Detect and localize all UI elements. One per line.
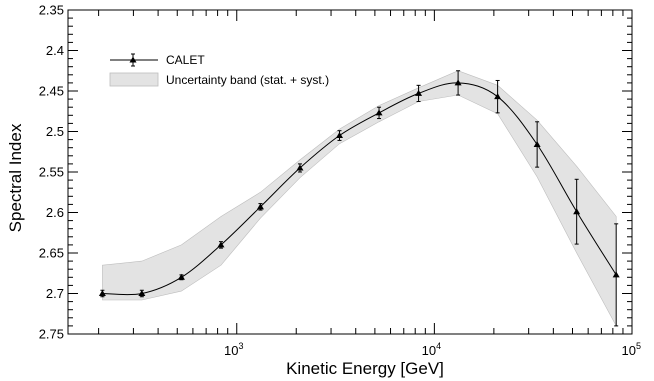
legend-band-swatch bbox=[109, 72, 159, 87]
calet-data-point bbox=[296, 164, 304, 171]
x-tick-label: 104 bbox=[422, 341, 441, 358]
legend-calet-marker bbox=[129, 56, 137, 63]
legend-band-label: Uncertainty band (stat. + syst.) bbox=[166, 73, 329, 87]
calet-data-point bbox=[98, 290, 106, 296]
calet-data-point bbox=[533, 140, 541, 147]
y-tick-label: 2.6 bbox=[46, 205, 64, 220]
axes-layer: 2.35 2.4 2.45 2.5 2.55 2.6 2.65 2.7 2.75 103 104 10… bbox=[39, 3, 641, 359]
y-tick-label: 2.65 bbox=[39, 246, 64, 261]
calet-data-point bbox=[573, 208, 581, 215]
y-tick-label: 2.5 bbox=[46, 124, 64, 139]
x-tick-label: 105 bbox=[622, 341, 641, 358]
calet-data-point bbox=[454, 79, 462, 86]
legend: CALET Uncertainty band (stat. + syst.) bbox=[109, 53, 329, 87]
uncertainty-band bbox=[102, 70, 617, 327]
calet-data-point bbox=[336, 132, 344, 139]
calet-data-point bbox=[494, 93, 502, 100]
calet-data-point bbox=[256, 203, 264, 210]
uncertainty-band-layer bbox=[102, 70, 617, 327]
y-tick-label: 2.45 bbox=[39, 84, 64, 99]
x-axis-title: Kinetic Energy [GeV] bbox=[286, 359, 444, 378]
calet-data-point bbox=[138, 290, 146, 296]
calet-data-point bbox=[375, 109, 383, 116]
y-axis-title: Spectral Index bbox=[6, 123, 25, 232]
calet-data-point bbox=[415, 89, 423, 96]
y-tick-label: 2.7 bbox=[46, 286, 64, 301]
calet-data-point bbox=[217, 241, 225, 248]
legend-calet-label: CALET bbox=[166, 53, 205, 67]
x-tick-label: 103 bbox=[224, 341, 243, 358]
data-points-layer bbox=[98, 79, 620, 296]
y-tick-label: 2.75 bbox=[39, 327, 64, 342]
y-tick-label: 2.55 bbox=[39, 165, 64, 180]
y-tick-label: 2.35 bbox=[39, 3, 64, 18]
calet-data-point bbox=[177, 273, 185, 280]
y-tick-label: 2.4 bbox=[46, 43, 64, 58]
calet-data-point bbox=[612, 271, 620, 278]
